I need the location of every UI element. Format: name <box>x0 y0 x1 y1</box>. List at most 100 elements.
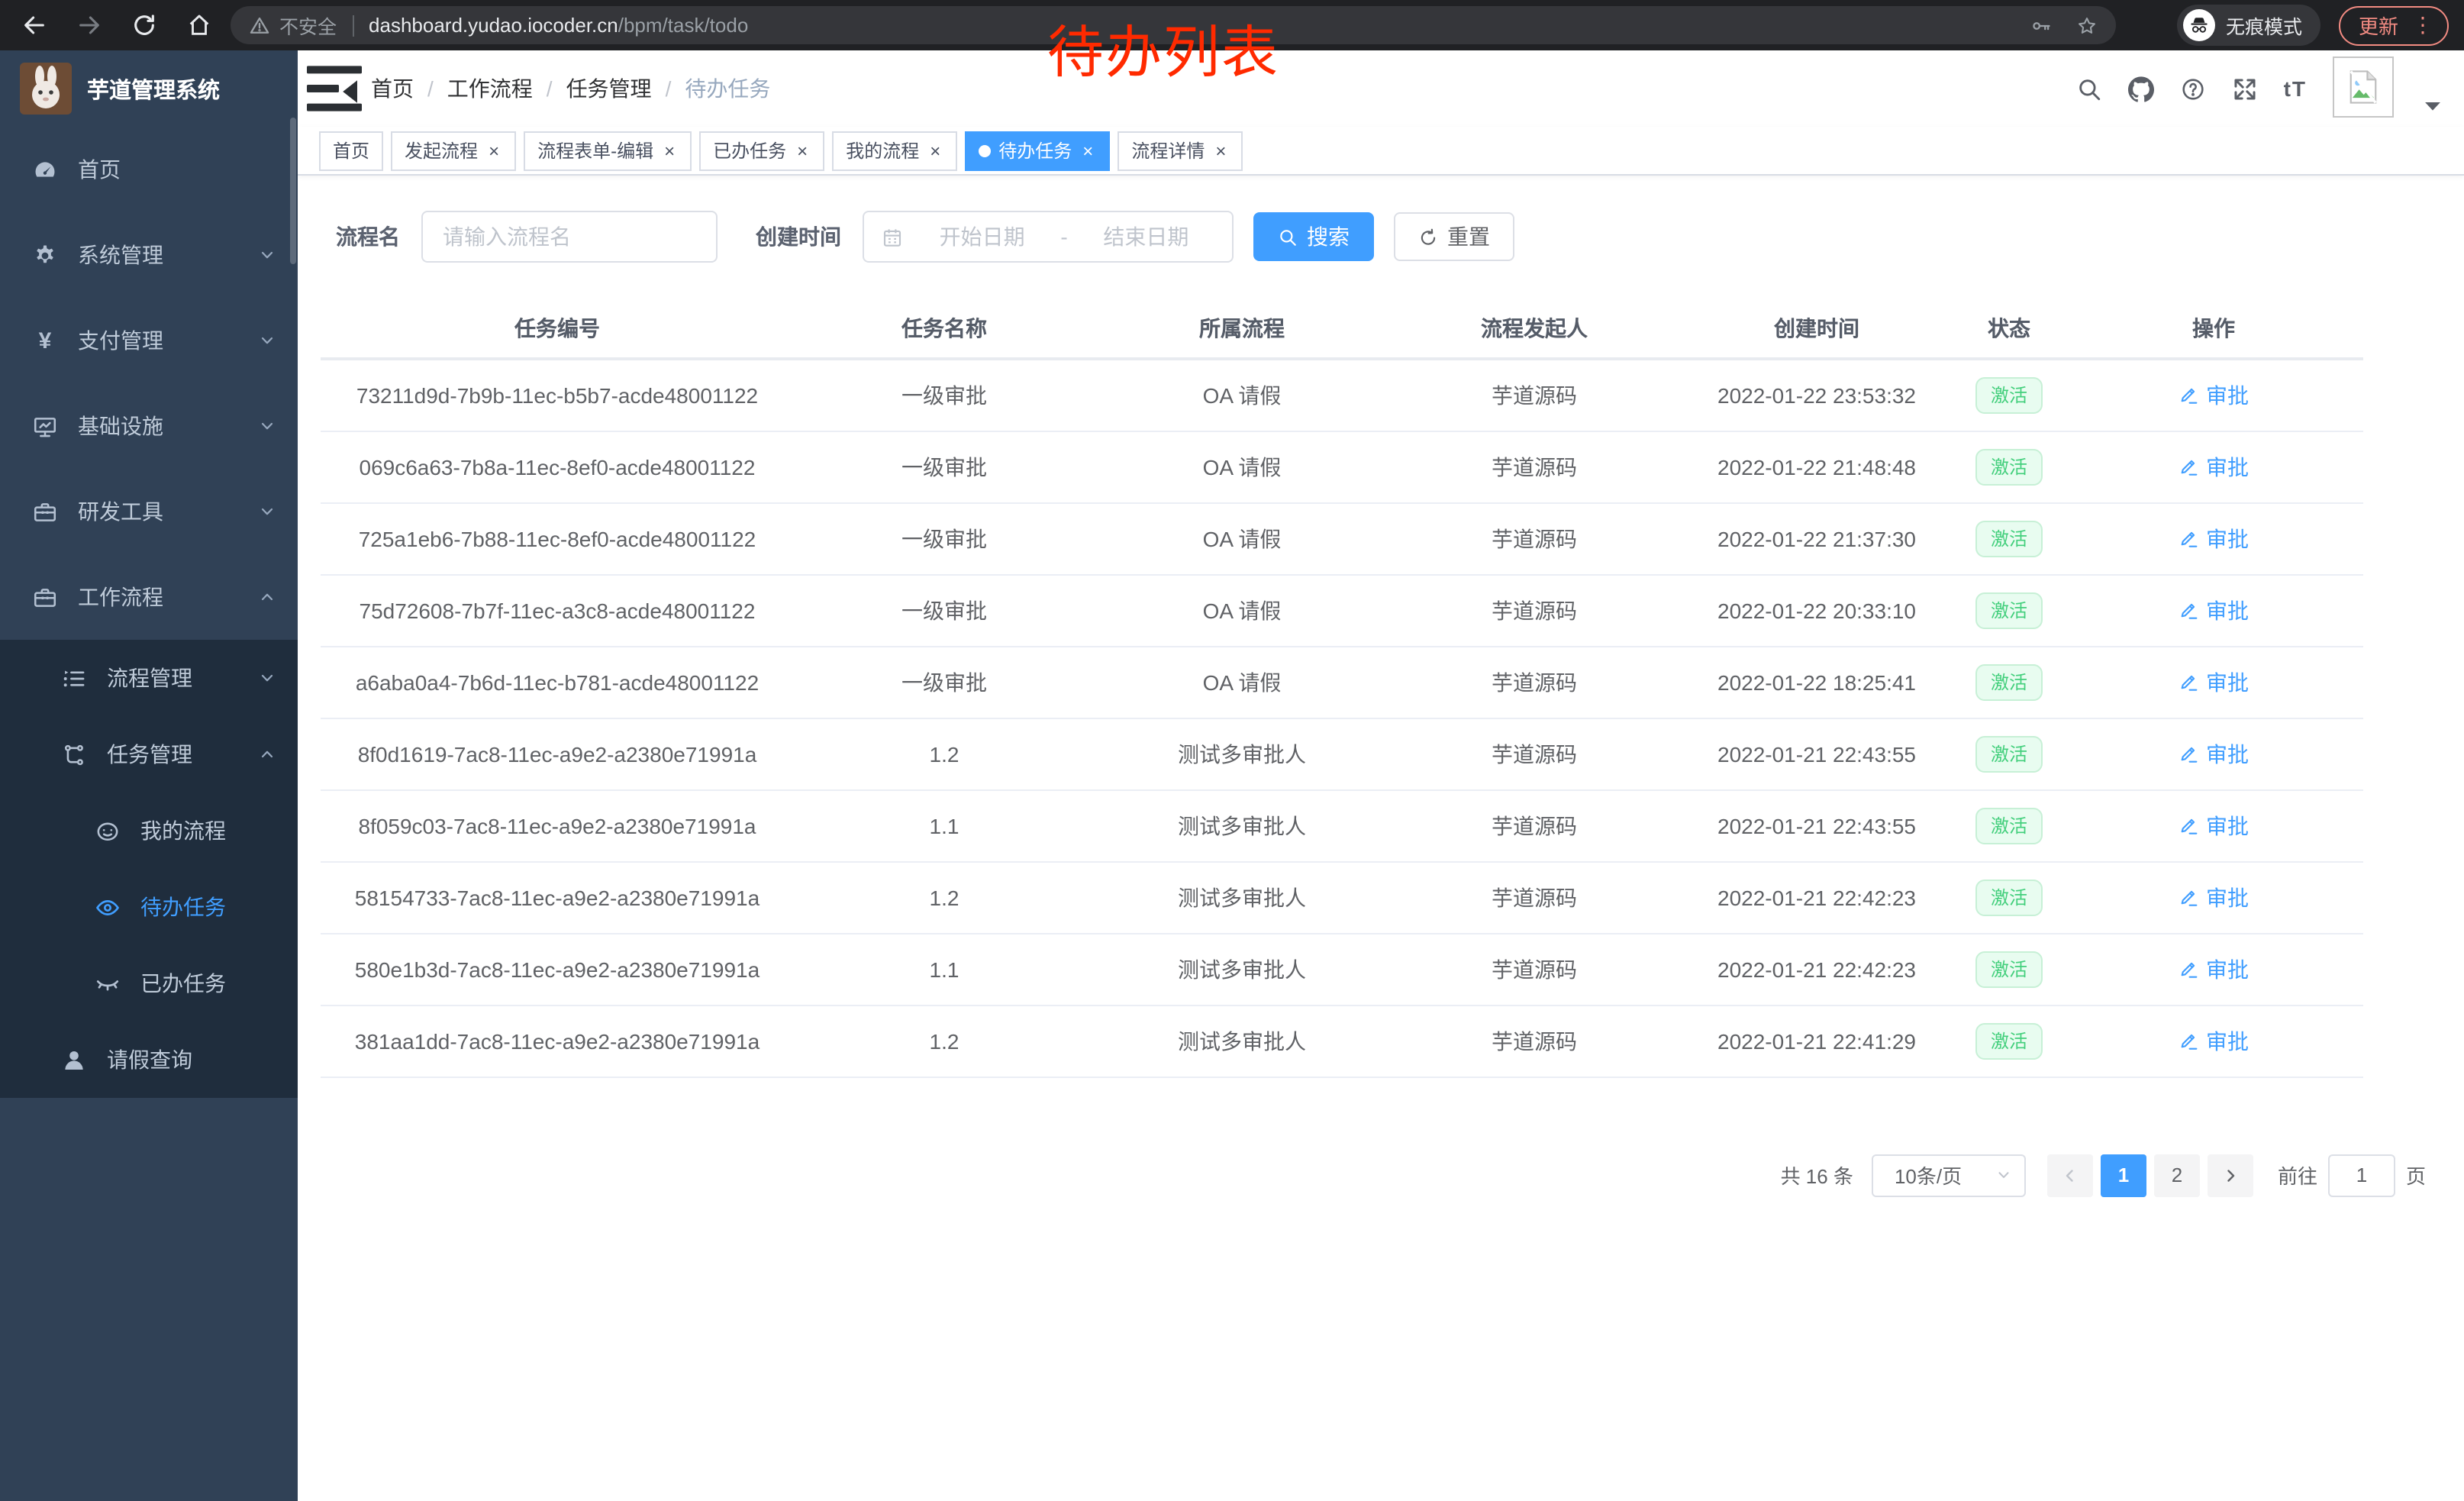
prev-page-button[interactable] <box>2046 1154 2093 1196</box>
address-bar[interactable]: 不安全 dashboard.yudao.iocoder.cn /bpm/task… <box>231 6 2116 44</box>
tab-close-icon[interactable]: × <box>797 140 808 161</box>
tab-流程详情[interactable]: 流程详情 × <box>1118 131 1243 170</box>
table-row[interactable]: 73211d9d-7b9b-11ec-b5b7-acde48001122 一级审… <box>321 359 2363 431</box>
table-row[interactable]: 580e1b3d-7ac8-11ec-a9e2-a2380e71991a 1.1… <box>321 933 2363 1006</box>
tab-close-icon[interactable]: × <box>1215 140 1227 161</box>
chevron-down-icon <box>258 246 276 264</box>
sidebar-item-已办任务[interactable]: 已办任务 <box>0 945 298 1022</box>
approve-link[interactable]: 审批 <box>2179 451 2249 482</box>
sidebar-item-基础设施[interactable]: 基础设施 <box>0 383 298 469</box>
column-header: 流程发起人 <box>1389 299 1679 360</box>
home-icon[interactable] <box>186 12 212 38</box>
tab-发起流程[interactable]: 发起流程 × <box>391 131 517 170</box>
help-icon[interactable] <box>2180 76 2206 102</box>
approve-link[interactable]: 审批 <box>2179 954 2249 984</box>
approve-link[interactable]: 审批 <box>2179 380 2249 411</box>
edit-icon <box>2179 671 2200 692</box>
start-date-placeholder: 开始日期 <box>939 224 1025 249</box>
back-icon[interactable] <box>21 12 47 38</box>
browser-update-button[interactable]: 更新 ⋮ <box>2338 5 2449 45</box>
reset-button[interactable]: 重置 <box>1394 212 1514 261</box>
browser-menu-icon[interactable]: ⋮ <box>2412 12 2433 37</box>
approve-link[interactable]: 审批 <box>2179 810 2249 841</box>
table-row[interactable]: a6aba0a4-7b6d-11ec-b781-acde48001122 一级审… <box>321 646 2363 718</box>
app-logo-row: 芋道管理系统 <box>0 50 298 127</box>
cell-process: 测试多审批人 <box>1095 933 1389 1006</box>
breadcrumb-item[interactable]: 工作流程 <box>447 76 533 101</box>
menu-item-label: 工作流程 <box>78 585 163 609</box>
table-row[interactable]: 58154733-7ac8-11ec-a9e2-a2380e71991a 1.2… <box>321 861 2363 934</box>
page-size-select[interactable]: 10条/页 <box>1871 1154 2026 1196</box>
hamburger-icon[interactable] <box>298 50 371 127</box>
cell-process: 测试多审批人 <box>1095 1005 1389 1077</box>
sidebar-scrollbar[interactable] <box>290 118 296 264</box>
avatar-caret-icon[interactable] <box>2420 92 2446 118</box>
approve-link[interactable]: 审批 <box>2179 882 2249 912</box>
sidebar-item-我的流程[interactable]: 我的流程 <box>0 792 298 869</box>
approve-link[interactable]: 审批 <box>2179 667 2249 697</box>
tab-已办任务[interactable]: 已办任务 × <box>699 131 825 170</box>
menu-item-label: 基础设施 <box>78 414 163 438</box>
approve-link[interactable]: 审批 <box>2179 738 2249 769</box>
person-icon <box>61 1047 87 1073</box>
approve-link[interactable]: 审批 <box>2179 523 2249 554</box>
breadcrumb-item[interactable]: 任务管理 <box>566 76 652 101</box>
sidebar-item-工作流程[interactable]: 工作流程 <box>0 554 298 640</box>
star-icon[interactable] <box>2076 15 2098 36</box>
tab-待办任务[interactable]: 待办任务 × <box>965 131 1111 170</box>
chevron-down-icon <box>258 417 276 435</box>
cell-task-id: 580e1b3d-7ac8-11ec-a9e2-a2380e71991a <box>321 933 794 1006</box>
table-row[interactable]: 8f059c03-7ac8-11ec-a9e2-a2380e71991a 1.1… <box>321 789 2363 862</box>
page-button-2[interactable]: 2 <box>2153 1154 2200 1196</box>
tab-我的流程[interactable]: 我的流程 × <box>832 131 958 170</box>
page-button-1[interactable]: 1 <box>2100 1154 2146 1196</box>
search-button[interactable]: 搜索 <box>1253 212 1374 261</box>
sidebar-item-首页[interactable]: 首页 <box>0 127 298 212</box>
next-page-button[interactable] <box>2207 1154 2253 1196</box>
table-row[interactable]: 069c6a63-7b8a-11ec-8ef0-acde48001122 一级审… <box>321 431 2363 503</box>
table-row[interactable]: 381aa1dd-7ac8-11ec-a9e2-a2380e71991a 1.2… <box>321 1005 2363 1077</box>
sidebar-item-支付管理[interactable]: ¥ 支付管理 <box>0 298 298 383</box>
cell-task-id: 75d72608-7b7f-11ec-a3c8-acde48001122 <box>321 574 794 647</box>
sidebar-item-流程管理[interactable]: 流程管理 <box>0 640 298 716</box>
sidebar-item-任务管理[interactable]: 任务管理 <box>0 716 298 792</box>
github-icon[interactable] <box>2127 76 2154 102</box>
table-row[interactable]: 725a1eb6-7b88-11ec-8ef0-acde48001122 一级审… <box>321 502 2363 575</box>
date-range-picker[interactable]: 开始日期 - 结束日期 <box>863 211 1234 263</box>
tab-首页[interactable]: 首页 <box>319 131 384 170</box>
avatar[interactable] <box>2333 56 2394 118</box>
key-icon[interactable] <box>2030 15 2052 36</box>
warning-icon <box>249 15 270 36</box>
cell-task-id: a6aba0a4-7b6d-11ec-b781-acde48001122 <box>321 646 794 718</box>
sidebar-item-待办任务[interactable]: 待办任务 <box>0 869 298 945</box>
table-row[interactable]: 75d72608-7b7f-11ec-a3c8-acde48001122 一级审… <box>321 574 2363 647</box>
search-icon[interactable] <box>2076 76 2102 102</box>
cell-create-time: 2022-01-22 18:25:41 <box>1679 646 1954 718</box>
tab-close-icon[interactable]: × <box>1082 140 1094 161</box>
font-size-icon[interactable]: tT <box>2283 76 2307 101</box>
column-header: 创建时间 <box>1679 299 1954 360</box>
reload-icon[interactable] <box>131 12 157 38</box>
tab-close-icon[interactable]: × <box>489 140 500 161</box>
tab-close-icon[interactable]: × <box>664 140 676 161</box>
cell-task-id: 73211d9d-7b9b-11ec-b5b7-acde48001122 <box>321 359 794 431</box>
approve-link[interactable]: 审批 <box>2179 595 2249 625</box>
fullscreen-icon[interactable] <box>2232 76 2258 102</box>
main-area: 首页 / 工作流程 / 任务管理 / 待办任务 tT 首页 发起流程 × <box>298 50 2464 1501</box>
tab-label: 首页 <box>333 140 370 162</box>
tab-流程表单-编辑[interactable]: 流程表单-编辑 × <box>524 131 692 170</box>
process-name-input[interactable] <box>421 211 718 263</box>
sidebar-item-请假查询[interactable]: 请假查询 <box>0 1022 298 1098</box>
menu-item-label: 系统管理 <box>78 243 163 267</box>
breadcrumb-item[interactable]: 首页 <box>371 76 414 101</box>
address-divider <box>352 15 354 36</box>
table-row[interactable]: 8f0d1619-7ac8-11ec-a9e2-a2380e71991a 1.2… <box>321 718 2363 790</box>
tab-close-icon[interactable]: × <box>930 140 941 161</box>
forward-icon[interactable] <box>76 12 102 38</box>
url-path: /bpm/task/todo <box>618 14 749 37</box>
column-header: 状态 <box>1954 299 2064 360</box>
sidebar-item-研发工具[interactable]: 研发工具 <box>0 469 298 554</box>
goto-page-input[interactable] <box>2327 1154 2395 1196</box>
sidebar-item-系统管理[interactable]: 系统管理 <box>0 212 298 298</box>
approve-link[interactable]: 审批 <box>2179 1025 2249 1056</box>
